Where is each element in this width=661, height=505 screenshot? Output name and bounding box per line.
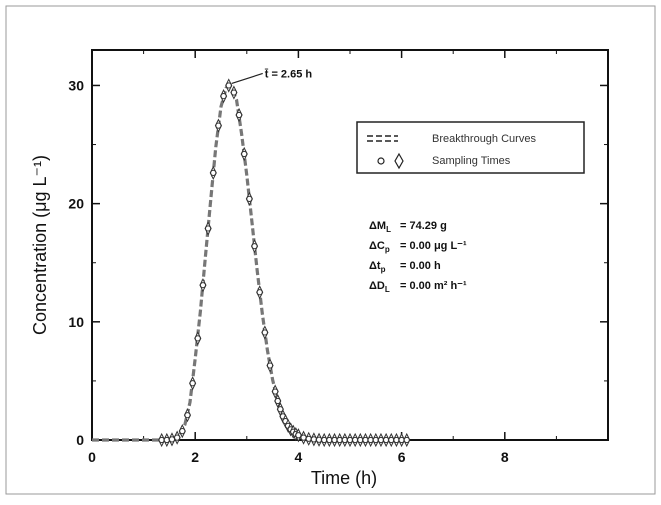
- figure-border: [5, 5, 656, 495]
- stat-line: ΔDL = 0.00 m² h⁻¹: [369, 280, 467, 294]
- x-tick-label: 2: [191, 449, 199, 465]
- x-axis-title: Time (h): [311, 468, 377, 488]
- sampling-point-circle: [241, 150, 248, 158]
- sampling-point-circle: [261, 329, 268, 336]
- legend-box: [356, 121, 585, 174]
- sampling-point: [330, 432, 339, 448]
- y-axis-title: Concentration (μg L⁻¹): [30, 155, 50, 335]
- sampling-point-circle: [256, 289, 263, 296]
- sampling-point: [158, 432, 166, 448]
- sampling-point: [240, 146, 248, 162]
- sampling-point: [189, 376, 197, 391]
- sampling-point: [220, 88, 228, 104]
- sampling-point: [266, 358, 274, 373]
- sampling-point-circle: [251, 243, 258, 250]
- annotation-arrow: [231, 72, 263, 85]
- sampling-point: [403, 432, 411, 448]
- statistics-panel: ΔML = 74.29 g ΔCp = 0.00 μg L⁻¹ Δtp = 0.00 h Δ…: [369, 220, 467, 294]
- sampling-point-circle: [295, 432, 302, 439]
- sampling-point: [230, 85, 238, 100]
- sampling-point-circle: [246, 195, 253, 203]
- annotation-text: t̄ = 2.65 h: [265, 68, 313, 80]
- sampling-point: [325, 432, 333, 448]
- legend-label-breakthrough: Breakthrough Curves: [432, 133, 536, 145]
- sampling-point: [250, 239, 259, 254]
- sampling-point: [300, 430, 308, 445]
- sampling-point-circle: [189, 380, 196, 387]
- sampling-point-circle: [230, 89, 237, 96]
- sampling-point: [367, 432, 375, 448]
- sampling-point-circle: [184, 412, 191, 419]
- x-tick-label: 6: [398, 449, 406, 465]
- sampling-point: [398, 432, 406, 448]
- stat-line: ΔCp = 0.00 μg L⁻¹: [369, 240, 467, 254]
- sampling-point-circle: [272, 388, 279, 395]
- legend-label-sampling: Sampling Times: [432, 155, 511, 167]
- sampling-point: [356, 432, 364, 448]
- sampling-point: [382, 432, 390, 448]
- sampling-point: [245, 191, 253, 207]
- sampling-point-circle: [210, 169, 217, 177]
- sampling-point: [183, 408, 192, 423]
- sampling-point-circle: [305, 435, 312, 442]
- sampling-point: [315, 432, 323, 447]
- sampling-point: [225, 78, 233, 93]
- legend-item-breakthrough: Breakthrough Curves: [367, 133, 536, 145]
- peak-annotation: t̄ = 2.65 h: [231, 68, 313, 85]
- sampling-markers: [158, 78, 411, 448]
- sampling-point-circle: [199, 282, 207, 289]
- sampling-point: [204, 221, 212, 236]
- sampling-point: [214, 118, 222, 133]
- sampling-point-circle: [174, 434, 181, 441]
- y-tick-label: 0: [76, 432, 84, 448]
- legend-circle-marker: [377, 157, 385, 165]
- sampling-point: [235, 107, 243, 123]
- sampling-point-circle: [403, 436, 410, 444]
- sampling-point: [178, 424, 186, 439]
- x-tick-label: 0: [88, 449, 96, 465]
- stat-line: ΔML = 74.29 g: [369, 220, 447, 234]
- sampling-point: [320, 432, 328, 448]
- sampling-point: [256, 285, 264, 300]
- axis-ticks: 0 2 4 6 8 0 10 20 30: [68, 50, 608, 465]
- sampling-point-circle: [205, 225, 212, 232]
- sampling-point: [173, 430, 181, 445]
- sampling-point: [294, 428, 302, 443]
- x-tick-label: 8: [501, 449, 509, 465]
- sampling-point-circle: [235, 111, 243, 119]
- sampling-point: [199, 278, 207, 293]
- sampling-point: [377, 432, 385, 448]
- sampling-point-circle: [277, 406, 284, 413]
- sampling-point: [346, 432, 354, 448]
- stat-line: Δtp = 0.00 h: [369, 260, 441, 274]
- y-tick-label: 30: [68, 77, 84, 93]
- sampling-point-circle: [194, 335, 201, 342]
- y-tick-label: 10: [68, 314, 84, 330]
- sampling-point: [274, 393, 282, 409]
- x-tick-label: 4: [295, 449, 303, 465]
- sampling-point-circle: [220, 92, 227, 100]
- sampling-point-circle: [225, 82, 232, 89]
- sampling-point: [209, 165, 217, 181]
- sampling-point-circle: [266, 362, 274, 369]
- legend-item-sampling: Sampling Times: [377, 152, 511, 170]
- sampling-point: [261, 325, 269, 340]
- sampling-point: [194, 331, 202, 346]
- sampling-point-circle: [300, 434, 307, 441]
- legend-diamond-marker: [394, 152, 404, 170]
- sampling-point-circle: [215, 122, 222, 129]
- sampling-point: [336, 432, 344, 448]
- y-tick-label: 20: [68, 196, 84, 212]
- legend: Breakthrough Curves Sampling Times: [356, 121, 585, 174]
- sampling-point: [271, 384, 279, 399]
- sampling-point-circle: [274, 397, 281, 405]
- sampling-point: [361, 432, 370, 448]
- sampling-point-circle: [179, 428, 186, 435]
- sampling-point-circle: [163, 436, 170, 444]
